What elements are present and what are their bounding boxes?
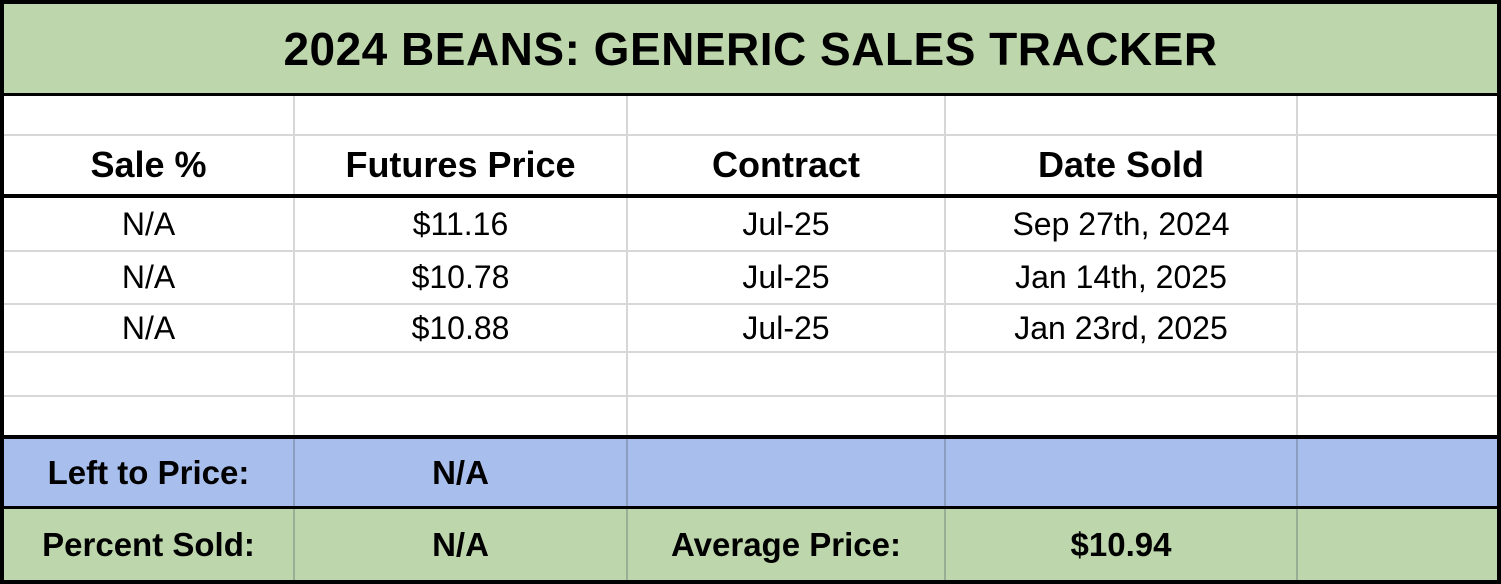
percent-sold-value: N/A xyxy=(295,509,628,580)
cell xyxy=(1298,397,1497,435)
header-row: Sale % Futures Price Contract Date Sold xyxy=(4,136,1497,198)
cell xyxy=(1298,439,1497,506)
cell-contract: Jul-25 xyxy=(628,198,946,250)
cell-sale-pct: N/A xyxy=(4,198,295,250)
header-empty xyxy=(1298,136,1497,194)
cell-sale-pct: N/A xyxy=(4,305,295,351)
left-to-price-value: N/A xyxy=(295,439,628,506)
empty-row xyxy=(4,397,1497,439)
cell-date-sold: Jan 14th, 2025 xyxy=(946,252,1298,303)
cell xyxy=(946,397,1298,435)
cell xyxy=(295,353,628,395)
cell xyxy=(295,397,628,435)
cell xyxy=(4,397,295,435)
cell xyxy=(1298,353,1497,395)
cell-futures-price: $10.88 xyxy=(295,305,628,351)
left-to-price-row: Left to Price: N/A xyxy=(4,439,1497,509)
cell xyxy=(1298,305,1497,351)
cell xyxy=(1298,509,1497,580)
cell xyxy=(1298,96,1497,134)
cell xyxy=(1298,198,1497,250)
table-row: N/A $10.78 Jul-25 Jan 14th, 2025 xyxy=(4,252,1497,305)
cell-sale-pct: N/A xyxy=(4,252,295,303)
cell-futures-price: $10.78 xyxy=(295,252,628,303)
cell xyxy=(628,397,946,435)
table-row: N/A $11.16 Jul-25 Sep 27th, 2024 xyxy=(4,198,1497,252)
cell xyxy=(628,353,946,395)
cell xyxy=(946,353,1298,395)
header-sale-pct: Sale % xyxy=(4,136,295,194)
cell xyxy=(628,439,946,506)
title-row: 2024 BEANS: GENERIC SALES TRACKER xyxy=(4,4,1497,96)
cell-contract: Jul-25 xyxy=(628,252,946,303)
blank-row xyxy=(4,96,1497,136)
percent-sold-label: Percent Sold: xyxy=(4,509,295,580)
cell-date-sold: Sep 27th, 2024 xyxy=(946,198,1298,250)
cell xyxy=(4,96,295,134)
cell-futures-price: $11.16 xyxy=(295,198,628,250)
header-contract: Contract xyxy=(628,136,946,194)
header-date-sold: Date Sold xyxy=(946,136,1298,194)
left-to-price-label: Left to Price: xyxy=(4,439,295,506)
cell xyxy=(295,96,628,134)
cell xyxy=(628,96,946,134)
empty-row xyxy=(4,353,1497,397)
title-cell: 2024 BEANS: GENERIC SALES TRACKER xyxy=(4,4,1497,93)
header-futures-price: Futures Price xyxy=(295,136,628,194)
cell xyxy=(946,96,1298,134)
percent-sold-row: Percent Sold: N/A Average Price: $10.94 xyxy=(4,509,1497,580)
cell xyxy=(946,439,1298,506)
table-row: N/A $10.88 Jul-25 Jan 23rd, 2025 xyxy=(4,305,1497,353)
cell-contract: Jul-25 xyxy=(628,305,946,351)
average-price-value: $10.94 xyxy=(946,509,1298,580)
cell-date-sold: Jan 23rd, 2025 xyxy=(946,305,1298,351)
cell xyxy=(1298,252,1497,303)
cell xyxy=(4,353,295,395)
average-price-label: Average Price: xyxy=(628,509,946,580)
page-title: 2024 BEANS: GENERIC SALES TRACKER xyxy=(283,22,1218,75)
